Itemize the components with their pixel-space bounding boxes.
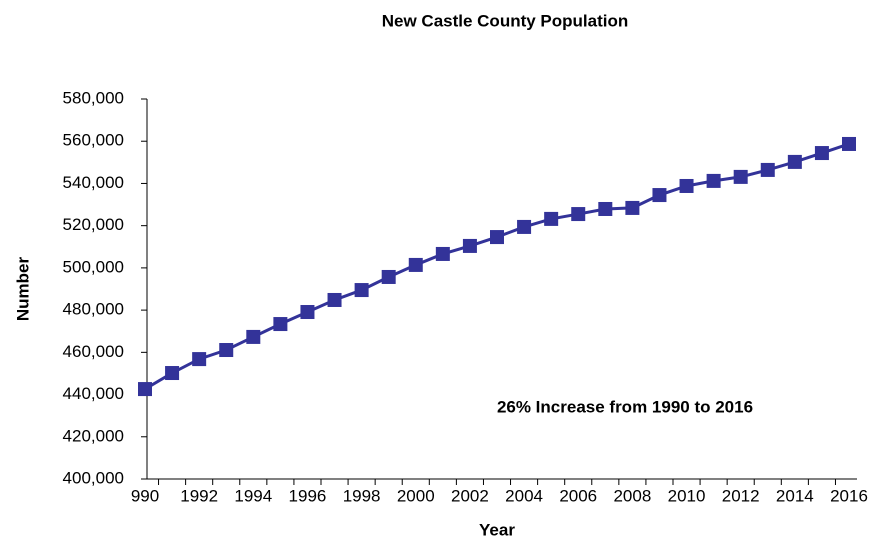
data-point bbox=[435, 246, 450, 261]
data-point bbox=[138, 382, 152, 397]
data-point bbox=[733, 169, 748, 184]
y-tick-label: 560,000 bbox=[63, 131, 124, 150]
data-point bbox=[327, 292, 342, 307]
x-tick-label: 2010 bbox=[668, 486, 706, 505]
data-point bbox=[625, 200, 640, 215]
data-point bbox=[462, 238, 477, 253]
chart-title: New Castle County Population bbox=[382, 11, 629, 30]
data-point bbox=[760, 162, 775, 177]
data-point bbox=[273, 317, 288, 332]
y-tick-label: 460,000 bbox=[63, 342, 124, 361]
x-tick-label: 2014 bbox=[776, 486, 814, 505]
data-point bbox=[381, 269, 396, 284]
y-axis-title: Number bbox=[13, 257, 32, 322]
data-point bbox=[517, 219, 532, 234]
data-point bbox=[544, 211, 559, 226]
x-tick-label: 1994 bbox=[234, 486, 272, 505]
data-point bbox=[408, 257, 423, 272]
data-point bbox=[219, 343, 234, 358]
data-point bbox=[165, 366, 180, 381]
data-point bbox=[679, 178, 694, 193]
x-tick-label: 2004 bbox=[505, 486, 543, 505]
data-point bbox=[571, 207, 586, 222]
x-tick-label: 2000 bbox=[397, 486, 435, 505]
x-tick-label: 2002 bbox=[451, 486, 489, 505]
data-point bbox=[652, 188, 667, 203]
data-point bbox=[192, 352, 207, 367]
data-point bbox=[706, 173, 721, 188]
data-point bbox=[787, 154, 802, 169]
data-point bbox=[354, 283, 369, 298]
y-tick-label: 540,000 bbox=[63, 173, 124, 192]
data-point bbox=[246, 329, 261, 344]
x-tick-label: 2006 bbox=[559, 486, 597, 505]
y-tick-label: 480,000 bbox=[63, 300, 124, 319]
y-tick-label: 500,000 bbox=[63, 257, 124, 276]
annotation: 26% Increase from 1990 to 2016 bbox=[497, 397, 753, 416]
x-axis-title: Year bbox=[479, 520, 515, 539]
x-tick-label: 2008 bbox=[613, 486, 651, 505]
x-tick-label: 1992 bbox=[180, 486, 218, 505]
x-tick-label: 990 bbox=[131, 486, 159, 505]
data-point bbox=[842, 136, 856, 151]
data-point bbox=[300, 305, 315, 320]
y-tick-label: 580,000 bbox=[63, 88, 124, 107]
y-tick-label: 440,000 bbox=[63, 384, 124, 403]
y-tick-label: 520,000 bbox=[63, 215, 124, 234]
y-tick-label: 420,000 bbox=[63, 426, 124, 445]
x-tick-label: 1996 bbox=[289, 486, 327, 505]
y-tick-label: 400,000 bbox=[63, 468, 124, 487]
x-tick-label: 2016 bbox=[830, 486, 868, 505]
data-point bbox=[814, 146, 829, 161]
x-tick-label: 2012 bbox=[722, 486, 760, 505]
x-tick-label: 1998 bbox=[343, 486, 381, 505]
data-point bbox=[598, 201, 613, 216]
data-point bbox=[490, 230, 504, 245]
